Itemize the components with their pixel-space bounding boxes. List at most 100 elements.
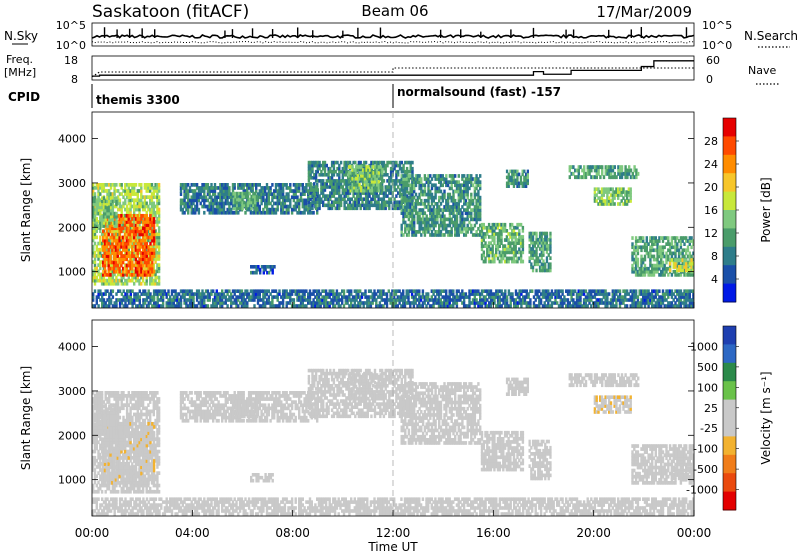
echo-cell-r8 xyxy=(409,183,412,188)
echo-cell-r11 xyxy=(542,262,545,267)
echo-cell-r8 xyxy=(425,226,428,231)
echo-cell-r9 xyxy=(518,250,521,255)
echo-cell-r8 xyxy=(430,230,434,234)
echo-cell-r6 xyxy=(377,165,381,169)
echo-cell-r3 xyxy=(271,207,274,212)
echo-cell-r9 xyxy=(484,232,487,236)
echo-cell-r13 xyxy=(620,190,623,194)
echo-cell-r12 xyxy=(575,175,579,180)
echo-cell-r1 xyxy=(116,251,119,255)
echo-cell-r0 xyxy=(93,229,97,233)
echo-cell-r0 xyxy=(136,275,139,280)
echo-cell-r16 xyxy=(269,304,272,308)
echo-cell-r0 xyxy=(115,183,118,187)
echo-cell-r14 xyxy=(631,242,634,246)
echo-cell-r3 xyxy=(233,186,236,190)
echo-cell-r8 xyxy=(405,233,409,237)
echo-cell-r3 xyxy=(285,186,288,190)
echo-cell-r12 xyxy=(583,168,586,173)
echo-cell-r1 xyxy=(136,220,139,224)
echo-cell-r8 xyxy=(400,211,403,215)
echo-cell-r0 xyxy=(99,254,102,258)
echo-cell-r12 xyxy=(579,175,582,180)
echo-cell-r3 xyxy=(262,210,265,215)
echo-cell-r1 xyxy=(103,273,107,277)
echo-cell-r8 xyxy=(473,180,477,184)
echo-cell-r6 xyxy=(381,188,384,193)
echo-cell-r1 xyxy=(138,257,141,262)
echo-cell-r1 xyxy=(118,266,121,271)
echo-cell-r5 xyxy=(391,166,394,171)
echo-cell-r1 xyxy=(123,235,127,240)
echo-cell-r6 xyxy=(361,188,365,193)
echo-cell-r8 xyxy=(443,180,446,184)
echo-cell-r16 xyxy=(253,289,256,293)
echo-cell-r0 xyxy=(156,269,159,274)
echo-cell-r16 xyxy=(251,298,254,302)
echo-cell-r6 xyxy=(367,185,370,190)
echo-cell-r14 xyxy=(668,242,672,246)
echo-cell-r0 xyxy=(131,226,134,230)
echo-cell-r14 xyxy=(642,245,645,250)
echo-cell-r3 xyxy=(305,198,308,203)
echo-cell-r13 xyxy=(613,193,616,197)
echo-cell-r1 xyxy=(138,260,141,265)
echo-cell-r0 xyxy=(122,204,125,209)
echo-cell-r5 xyxy=(343,169,346,174)
echo-cell-r3 xyxy=(221,198,224,203)
echo-cell-r14 xyxy=(670,273,674,277)
echo-cell-r16 xyxy=(106,298,109,302)
echo-cell-r16 xyxy=(187,298,190,302)
echo-cell-r5 xyxy=(405,194,409,198)
echo-cell-r16 xyxy=(192,301,195,305)
echo-cell-r6 xyxy=(363,180,367,184)
echo-cell-r16 xyxy=(188,295,192,299)
echo-cell-r6 xyxy=(377,180,381,184)
echo-cell-r3 xyxy=(230,201,233,206)
echo-cell-r11 xyxy=(530,237,533,242)
echo-cell-r4 xyxy=(237,203,241,208)
echo-cell-r2 xyxy=(102,224,106,228)
echo-cell-r0 xyxy=(92,192,95,196)
echo-cell-r9 xyxy=(491,244,494,248)
echo-cell-r5 xyxy=(332,169,336,174)
echo-cell-r16 xyxy=(271,304,274,308)
echo-cell-r11 xyxy=(547,244,550,248)
echo-cell-r16 xyxy=(262,292,265,296)
echo-cell-r8 xyxy=(414,205,418,209)
echo-cell-r5 xyxy=(309,160,312,165)
echo-cell-r8 xyxy=(473,186,477,191)
echo-cell-r14 xyxy=(690,254,693,259)
echo-cell-r12 xyxy=(624,175,627,180)
echo-cell-r8 xyxy=(418,180,421,184)
echo-cell-r1 xyxy=(114,245,118,249)
echo-cell-r16 xyxy=(169,295,172,299)
echo-cell-r3 xyxy=(187,183,190,187)
echo-cell-r14 xyxy=(690,239,693,243)
echo-cell-r1 xyxy=(127,251,130,255)
echo-cell-r3 xyxy=(303,210,306,215)
echo-cell-r0 xyxy=(93,204,97,209)
echo-cell-r16 xyxy=(142,289,145,293)
echo-cell-r16 xyxy=(185,301,188,305)
echo-cell-r3 xyxy=(260,189,263,193)
echo-cell-r0 xyxy=(97,263,100,267)
echo-cell-r3 xyxy=(281,186,285,190)
echo-cell-r5 xyxy=(364,191,368,195)
echo-cell-r11 xyxy=(542,259,545,264)
echo-cell-r16 xyxy=(161,301,165,305)
echo-cell-r5 xyxy=(379,206,382,211)
echo-cell-r0 xyxy=(157,263,161,267)
echo-cell-r5 xyxy=(380,206,384,211)
echo-cell-r16 xyxy=(264,292,267,296)
echo-cell-r16 xyxy=(195,295,199,299)
echo-cell-r3 xyxy=(199,195,202,200)
echo-cell-r3 xyxy=(179,186,183,190)
echo-cell-r14 xyxy=(640,260,643,265)
echo-cell-r1 xyxy=(127,260,130,265)
echo-cell-r8 xyxy=(438,177,441,181)
echo-cell-r16 xyxy=(118,289,122,293)
echo-cell-r1 xyxy=(120,263,123,268)
echo-cell-r0 xyxy=(92,247,95,252)
echo-cell-r0 xyxy=(157,198,161,203)
